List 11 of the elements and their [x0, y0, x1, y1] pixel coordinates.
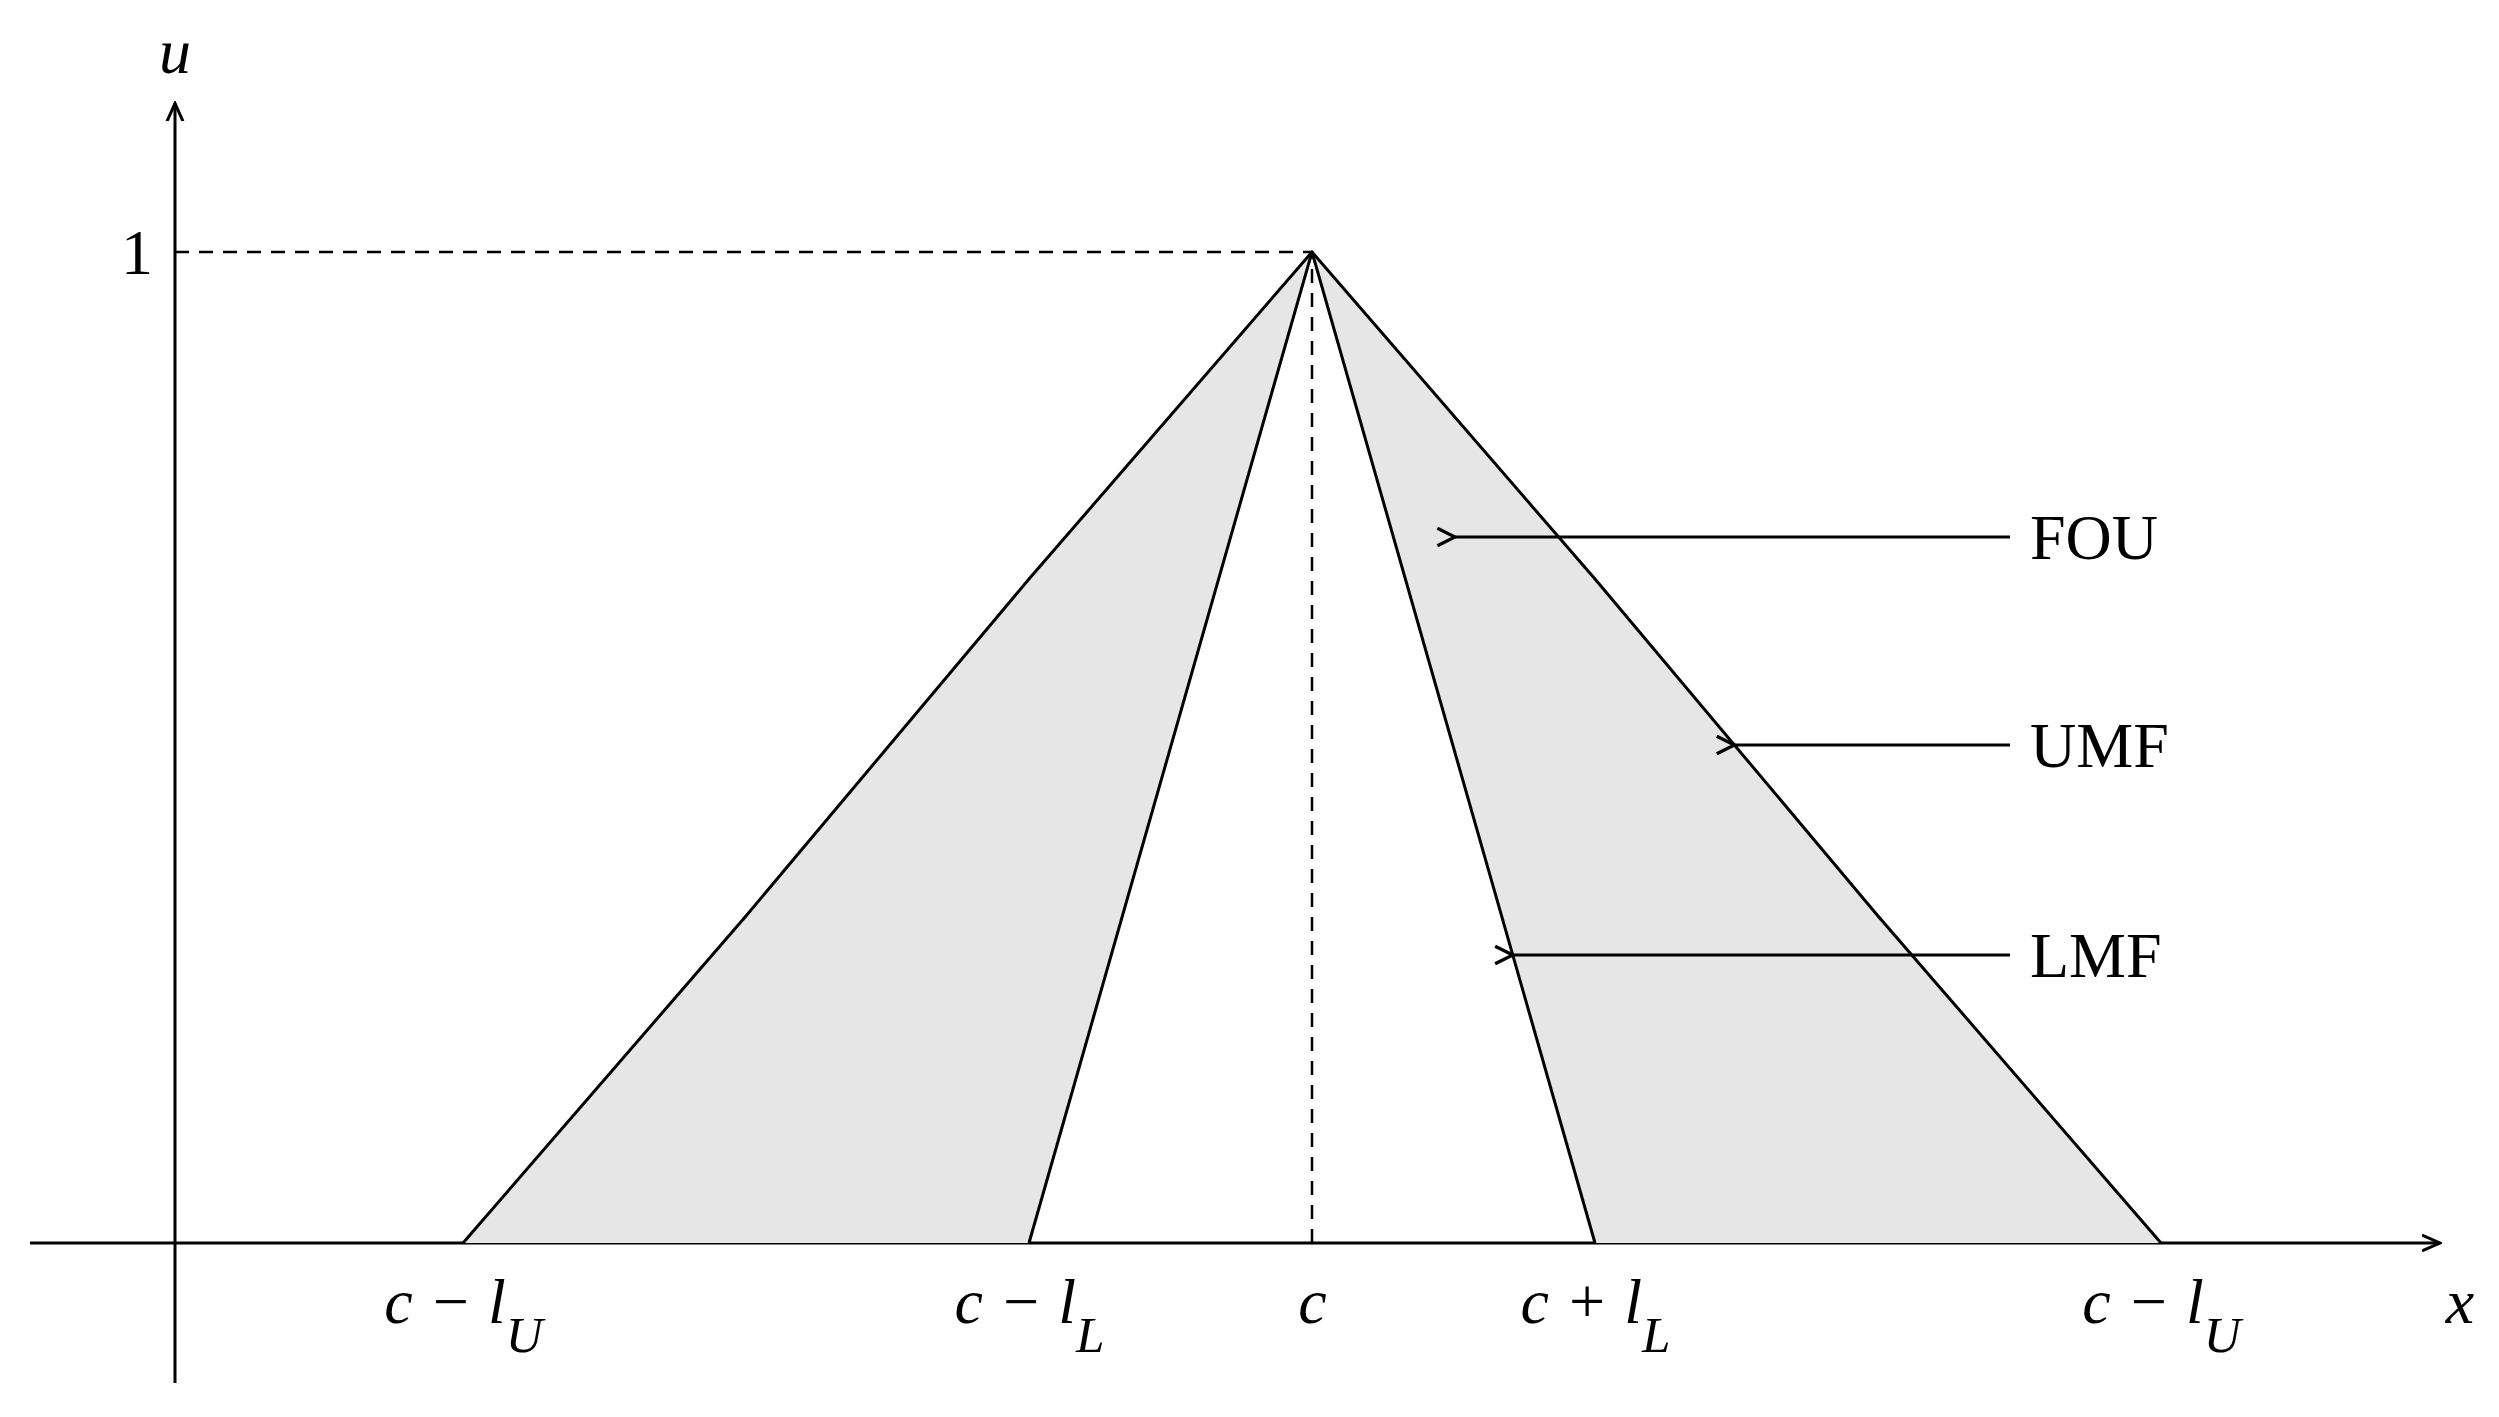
- x-tick-label: c: [1298, 1266, 1327, 1337]
- x-tick-label: c + l$_{L}$: [1520, 1266, 1671, 1363]
- y-axis-title: u: [159, 16, 191, 88]
- ref-line-label: 1: [121, 217, 153, 289]
- x-tick-label: c − l$_{L}$: [954, 1266, 1105, 1363]
- x-axis-title: x: [2444, 1266, 2475, 1337]
- legend-label: UMF: [2030, 710, 2169, 782]
- text: LMF: [2030, 920, 2162, 992]
- x-tick-label: c − l$_{U}$: [2082, 1266, 2244, 1363]
- annotation: FOU: [2030, 502, 2159, 574]
- x-tick-label: c − l$_{U}$: [384, 1266, 546, 1363]
